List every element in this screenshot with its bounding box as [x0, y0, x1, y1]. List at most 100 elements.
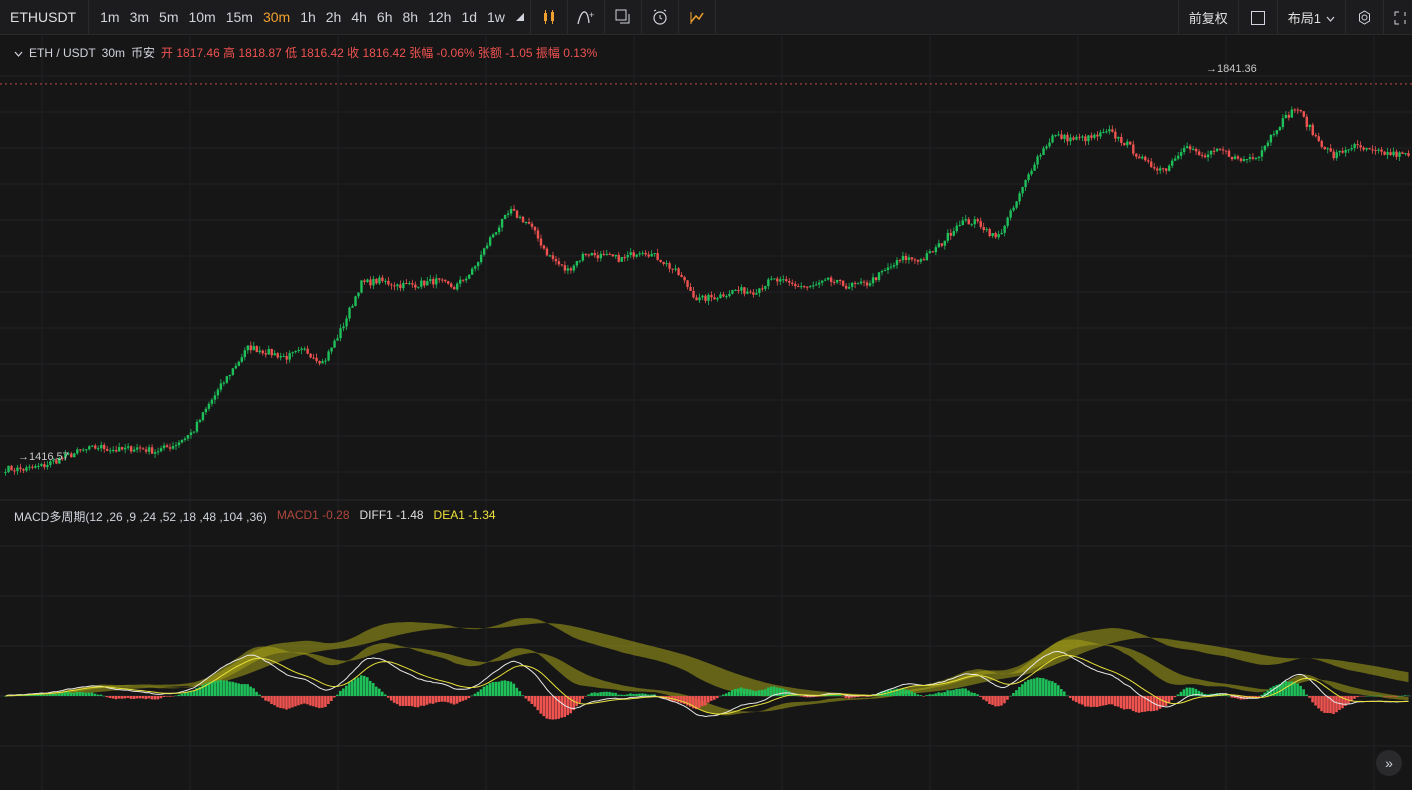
candle-type-icon[interactable]	[529, 0, 567, 35]
macd-histogram-bar	[973, 692, 976, 696]
macd-histogram-bar	[1000, 696, 1003, 706]
macd-histogram-bar	[1134, 696, 1138, 713]
candle-body	[692, 290, 695, 298]
macd-histogram-bar	[994, 696, 997, 707]
chart-area[interactable]: ETH / USDT 30m 币安 开 1817.46 高 1818.87 低 …	[0, 36, 1412, 790]
candle-body	[141, 448, 145, 450]
candle-body	[1260, 150, 1264, 157]
macd-histogram-bar	[479, 689, 483, 696]
macd-histogram-bar	[985, 696, 988, 702]
interval-10m[interactable]: 10m	[188, 9, 216, 25]
candle-body	[1087, 135, 1090, 142]
candle-body	[1156, 168, 1159, 171]
macd-histogram-bar	[455, 696, 459, 704]
macd-histogram-bar	[336, 694, 339, 696]
candle-body	[237, 361, 241, 366]
macd-histogram-bar	[195, 688, 199, 696]
interval-1h[interactable]: 1h	[300, 9, 316, 25]
macd-histogram-bar	[814, 696, 818, 697]
macd-histogram-bar	[488, 683, 492, 696]
macd-histogram-bar	[123, 696, 127, 699]
candle-body	[303, 348, 306, 350]
macd-histogram-bar	[174, 695, 178, 697]
candle-body	[1012, 207, 1015, 211]
candle-body	[985, 229, 988, 231]
candle-body	[952, 231, 955, 236]
macd-histogram-bar	[434, 696, 438, 703]
candle-body	[240, 357, 244, 362]
candle-body	[1320, 140, 1323, 147]
macd-histogram-bar	[1206, 694, 1210, 696]
candle-body	[186, 435, 190, 439]
macd-histogram-bar	[1230, 696, 1234, 698]
candle-body	[590, 253, 594, 256]
scroll-to-latest-button[interactable]: »	[1376, 750, 1402, 776]
candle-body	[1164, 168, 1168, 171]
candle-body	[1263, 145, 1267, 151]
drawing-icon[interactable]	[677, 0, 716, 35]
candle-body	[1045, 146, 1048, 149]
checkbox-icon[interactable]	[1237, 0, 1277, 35]
candle-body	[300, 348, 303, 350]
macd-histogram-bar	[1051, 681, 1054, 696]
candle-body	[668, 263, 671, 269]
candle-body	[100, 444, 103, 449]
candle-body	[429, 279, 432, 282]
chart-canvas[interactable]	[0, 36, 1412, 790]
candle-body	[168, 447, 172, 449]
candle-body	[1398, 152, 1401, 157]
interval-2h[interactable]: 2h	[325, 9, 342, 25]
macd-histogram-bar	[84, 692, 88, 696]
macd-histogram-bar	[1140, 696, 1144, 713]
macd-histogram-bar	[1374, 695, 1377, 697]
candle-body	[503, 214, 507, 219]
interval-30m[interactable]: 30m	[262, 9, 291, 25]
candle-body	[871, 277, 875, 284]
macd-histogram-bar	[398, 696, 402, 706]
interval-3m[interactable]: 3m	[129, 9, 150, 25]
fullscreen-icon[interactable]	[1383, 0, 1412, 35]
settings-icon[interactable]	[1345, 0, 1383, 35]
symbol-name[interactable]: ETHUSDT	[0, 0, 90, 35]
interval-15m[interactable]: 15m	[225, 9, 253, 25]
interval-8h[interactable]: 8h	[402, 9, 419, 25]
indicator-icon[interactable]: +	[566, 0, 604, 35]
layout-dropdown[interactable]: 布局1	[1276, 0, 1345, 35]
macd-histogram-bar	[312, 696, 315, 707]
macd-histogram-bar	[910, 691, 914, 696]
candle-body	[1162, 168, 1165, 170]
candle-body	[1308, 124, 1311, 127]
macd-histogram-bar	[1332, 696, 1335, 714]
macd-histogram-bar	[919, 695, 922, 696]
candle-body	[258, 350, 261, 353]
compare-icon[interactable]	[603, 0, 641, 35]
interval-5m[interactable]: 5m	[159, 9, 179, 25]
dropdown-triangle-icon[interactable]	[510, 0, 530, 35]
interval-1w[interactable]: 1w	[487, 9, 505, 25]
interval-1d[interactable]: 1d	[461, 9, 478, 25]
candle-body	[243, 350, 247, 358]
macd-histogram-bar	[359, 675, 363, 696]
macd-histogram-bar	[249, 686, 252, 696]
interval-6h[interactable]: 6h	[376, 9, 393, 25]
candle-body	[384, 280, 387, 282]
legend-interval: 30m	[101, 45, 126, 60]
candle-body	[1257, 156, 1261, 158]
candle-body	[402, 283, 405, 289]
macd-histogram-bar	[99, 694, 103, 696]
candle-body	[432, 279, 435, 285]
macd-histogram-bar	[967, 690, 970, 696]
macd-histogram-bar	[282, 696, 285, 709]
interval-12h[interactable]: 12h	[428, 9, 452, 25]
adjust-button[interactable]: 前复权	[1177, 0, 1238, 35]
candle-body	[725, 296, 728, 298]
macd-histogram-bar	[1128, 696, 1132, 710]
candle-body	[162, 445, 166, 449]
interval-4h[interactable]: 4h	[351, 9, 367, 25]
chevron-down-icon[interactable]	[14, 46, 23, 60]
interval-1m[interactable]: 1m	[100, 9, 120, 25]
candle-body	[641, 252, 644, 254]
alarm-icon[interactable]	[640, 0, 678, 35]
candle-body	[438, 278, 441, 280]
macd-histogram-bar	[126, 696, 130, 698]
